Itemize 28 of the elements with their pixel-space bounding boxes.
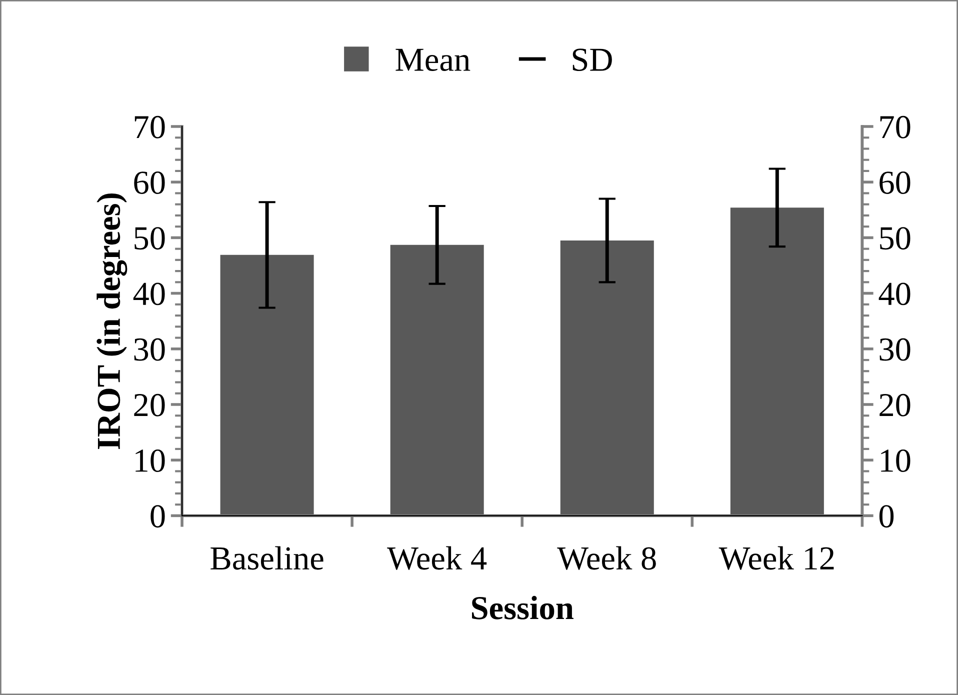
- y2-tick-label: 40: [878, 282, 910, 306]
- y2-tick-label: 20: [880, 394, 910, 416]
- bar: [220, 254, 314, 516]
- y2-tick-label: 70: [880, 116, 910, 138]
- y-tick-label: 30: [134, 338, 165, 361]
- y-tick-label: 20: [134, 394, 165, 416]
- bar: [730, 208, 824, 516]
- x-tick-label: Week 12: [718, 546, 834, 570]
- bar: [390, 244, 484, 516]
- y2-tick-label: 50: [880, 227, 910, 250]
- y2-tick-label: 0: [879, 505, 894, 528]
- y2-tick-label: 60: [880, 171, 910, 194]
- y-tick-label: 70: [134, 116, 165, 138]
- x-axis-title: Session: [472, 596, 574, 620]
- text: SD: [572, 48, 612, 72]
- legend-label: Mean: [396, 48, 470, 72]
- y-tick-label: 10: [136, 449, 165, 472]
- bar: [560, 240, 654, 516]
- x-tick-label: Baseline: [210, 546, 324, 570]
- x-tick-label: Week 4: [387, 546, 487, 570]
- y-tick-label: 0: [150, 505, 165, 528]
- y-tick-label: 60: [134, 171, 165, 194]
- x-tick-label: Week 8: [557, 546, 656, 570]
- y-tick-label: 50: [134, 227, 165, 250]
- y2-tick-label: 30: [880, 338, 910, 361]
- y-tick-label: 40: [133, 282, 165, 306]
- y2-tick-label: 10: [881, 449, 910, 472]
- y-axis-title: IROT (in degrees): [96, 194, 128, 449]
